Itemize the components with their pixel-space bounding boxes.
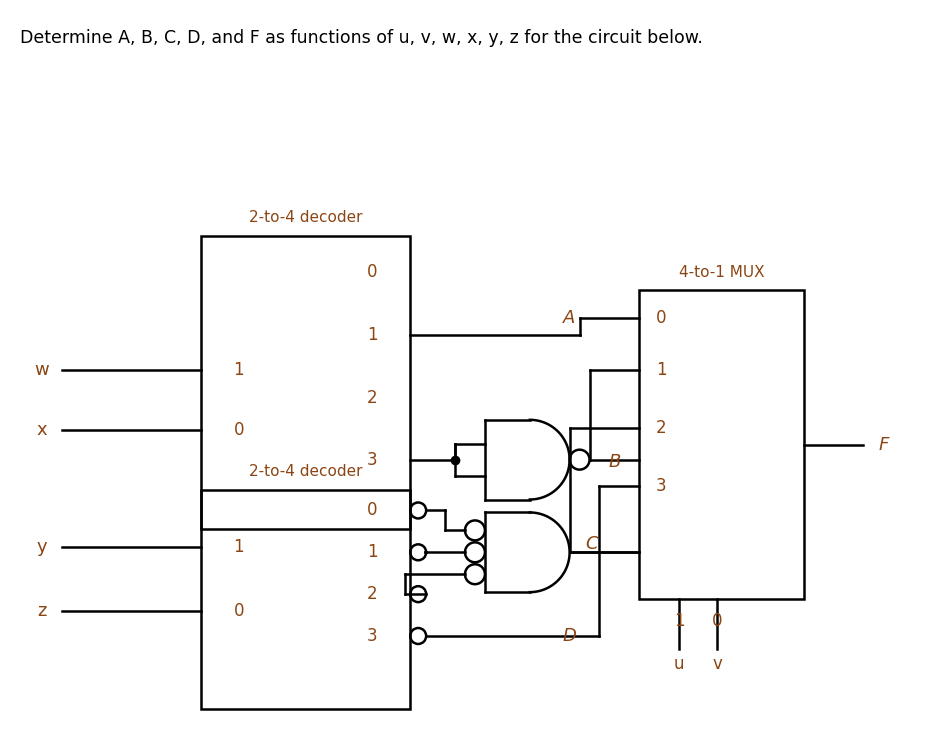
Text: 2: 2 (656, 418, 666, 437)
Text: 1: 1 (674, 612, 684, 630)
Text: F: F (878, 435, 888, 454)
Bar (201, 235, 410, 529)
Text: w: w (34, 361, 49, 379)
Bar (639, 290, 803, 599)
Text: 3: 3 (656, 477, 666, 494)
Bar (201, 489, 410, 708)
Text: B: B (609, 452, 621, 471)
Text: 1: 1 (367, 543, 377, 562)
Text: 0: 0 (367, 501, 377, 520)
Text: v: v (712, 655, 722, 673)
Text: y: y (36, 538, 47, 556)
Text: D: D (563, 627, 577, 645)
Text: 0: 0 (712, 612, 722, 630)
Text: 1: 1 (234, 361, 244, 379)
Text: 4-to-1 MUX: 4-to-1 MUX (678, 265, 764, 280)
Text: 0: 0 (234, 421, 244, 439)
Text: 1: 1 (367, 326, 377, 344)
Text: 2: 2 (367, 389, 377, 407)
Text: 2: 2 (367, 585, 377, 603)
Text: z: z (37, 602, 47, 620)
Text: 0: 0 (234, 602, 244, 620)
Text: 2-to-4 decoder: 2-to-4 decoder (249, 464, 363, 479)
Text: 0: 0 (656, 309, 666, 327)
Text: x: x (36, 421, 47, 439)
Text: 0: 0 (367, 263, 377, 281)
Text: 3: 3 (367, 627, 377, 645)
Text: 1: 1 (234, 538, 244, 556)
Text: A: A (564, 309, 576, 327)
Text: 1: 1 (656, 361, 666, 379)
Text: C: C (585, 535, 597, 554)
Text: u: u (674, 655, 684, 673)
Text: 3: 3 (367, 451, 377, 469)
Text: 2-to-4 decoder: 2-to-4 decoder (249, 210, 363, 225)
Text: Determine A, B, C, D, and F as functions of u, v, w, x, y, z for the circuit bel: Determine A, B, C, D, and F as functions… (20, 30, 703, 47)
